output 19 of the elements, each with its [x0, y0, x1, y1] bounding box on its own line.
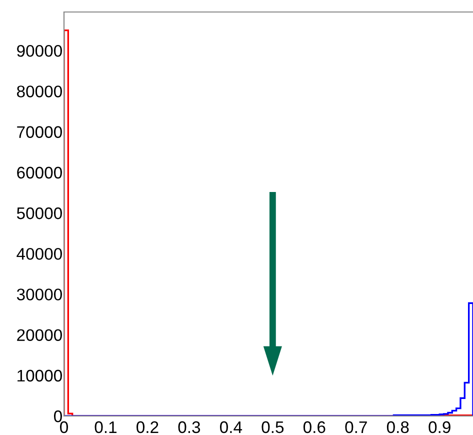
y-tick-label: 20000: [17, 329, 62, 341]
y-tick-label: 40000: [16, 248, 62, 260]
x-tick-label: 0.1: [94, 421, 117, 434]
y-tick-label: 0: [54, 410, 62, 422]
y-tick-label: 90000: [17, 44, 62, 57]
y-tick-label: 60000: [17, 166, 62, 179]
y-tick-label: 80000: [16, 86, 62, 98]
x-tick-label: 0.6: [303, 421, 326, 434]
x-tick-label: 0.9: [428, 421, 450, 434]
x-tick-label: 0.5: [262, 421, 284, 434]
x-tick-label: 0.8: [386, 421, 409, 434]
y-tick-label: 10000: [18, 370, 62, 382]
y-tick-label: 70000: [17, 126, 62, 138]
x-tick-label: 0.4: [220, 421, 242, 434]
x-tick-label: 0.3: [178, 421, 200, 434]
x-tick-label: 0.2: [136, 421, 158, 434]
x-tick-label: 0.7: [345, 421, 367, 434]
y-tick-label: 30000: [16, 288, 62, 300]
y-tick-label: 50000: [16, 207, 62, 220]
